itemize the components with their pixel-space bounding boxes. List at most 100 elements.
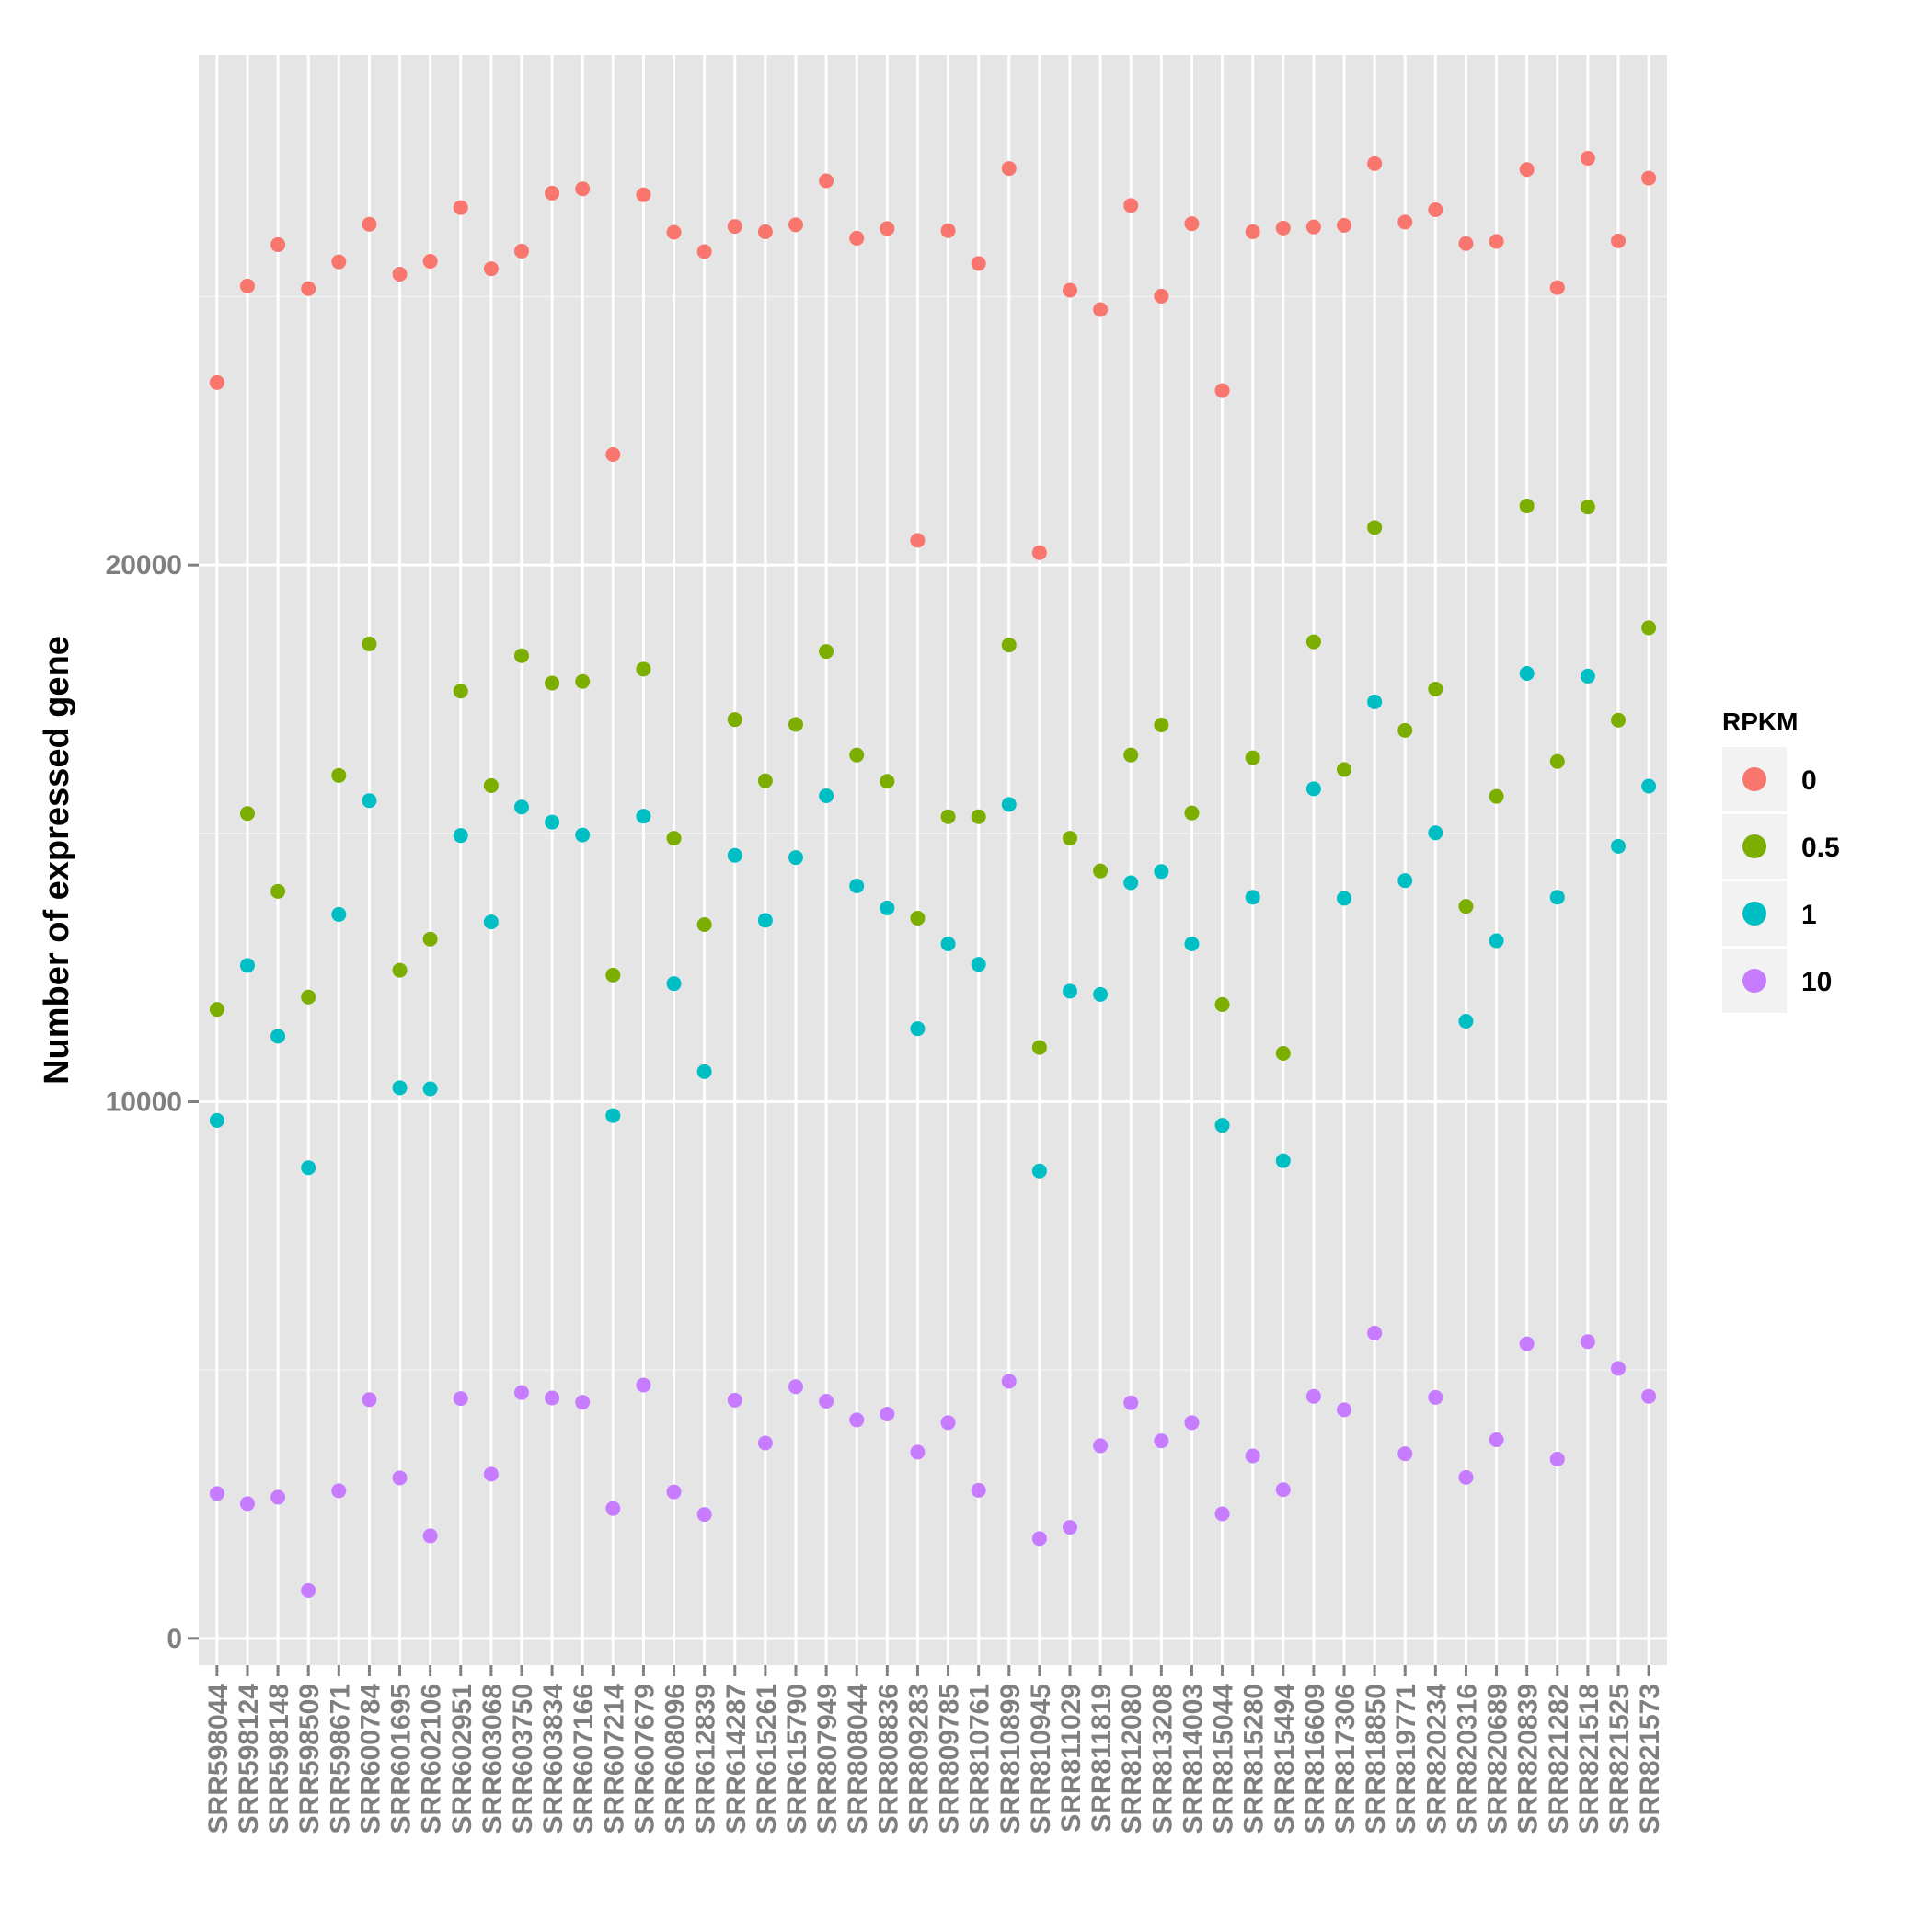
data-point [1397, 214, 1413, 230]
data-point [575, 1395, 591, 1410]
data-point [666, 1484, 682, 1500]
x-tick-label: SRR615790 [782, 1684, 812, 1834]
data-point [819, 173, 834, 189]
data-point [971, 1482, 986, 1498]
data-point [331, 906, 347, 922]
data-point [788, 217, 803, 233]
x-tick-label: SRR601695 [386, 1684, 417, 1834]
data-point [422, 1528, 438, 1544]
data-point [1428, 681, 1443, 696]
data-point [513, 648, 529, 663]
data-point [727, 712, 742, 728]
data-point [513, 243, 529, 259]
data-point [545, 814, 560, 830]
x-tick-label: SRR603750 [508, 1684, 538, 1834]
x-tick-label: SRR820839 [1513, 1684, 1544, 1834]
data-point [1093, 986, 1109, 1002]
legend-marker [1742, 767, 1766, 791]
data-point [1001, 1374, 1017, 1389]
data-point [392, 1470, 408, 1486]
data-point [1611, 1361, 1627, 1376]
y-tick-label: 0 [167, 1624, 182, 1654]
data-point [1093, 302, 1109, 317]
data-point [1184, 216, 1200, 232]
data-point [1397, 722, 1413, 738]
data-point [1611, 233, 1627, 248]
minor-gridlines [199, 295, 1667, 1371]
data-point [362, 636, 377, 651]
x-tick-label: SRR603834 [538, 1684, 569, 1834]
data-point [1611, 712, 1627, 728]
data-point [757, 913, 773, 928]
data-point [636, 809, 651, 824]
data-point [239, 806, 255, 822]
x-tick-label: SRR598124 [234, 1684, 264, 1834]
x-tick-label: SRR807949 [812, 1684, 843, 1834]
data-point [971, 809, 986, 824]
y-axis-title: Number of expressed gene [38, 636, 76, 1085]
data-point [880, 774, 895, 789]
data-point [1154, 718, 1169, 732]
x-tick-label: SRR615261 [752, 1684, 782, 1834]
data-point [1580, 668, 1595, 684]
x-tick-label: SRR598148 [264, 1684, 294, 1834]
data-point [422, 1081, 438, 1097]
x-tick-label: SRR821282 [1544, 1684, 1574, 1834]
data-point [1549, 753, 1565, 769]
data-point [1063, 282, 1078, 298]
data-point [1337, 217, 1352, 233]
data-point [209, 374, 224, 390]
x-tick-label: SRR821525 [1604, 1684, 1635, 1834]
data-point [270, 883, 286, 899]
data-point [301, 1160, 316, 1176]
data-point [666, 976, 682, 992]
data-point [971, 957, 986, 972]
x-tick-label: SRR815044 [1209, 1684, 1239, 1834]
data-point [880, 221, 895, 236]
data-point [1184, 805, 1200, 821]
data-point [301, 989, 316, 1005]
data-point [696, 917, 712, 932]
data-point [1641, 620, 1657, 636]
data-point [1001, 161, 1017, 177]
data-point [331, 1483, 347, 1499]
data-point [819, 1394, 834, 1409]
data-point [849, 1412, 865, 1428]
data-point [788, 717, 803, 732]
data-point [727, 847, 742, 863]
data-point [1031, 1163, 1047, 1179]
data-point [1549, 280, 1565, 295]
data-point [696, 244, 712, 259]
x-tick-label: SRR821573 [1635, 1684, 1665, 1834]
data-point [1337, 762, 1352, 777]
data-point [1489, 788, 1504, 804]
data-point [1123, 747, 1139, 763]
data-point [696, 1064, 712, 1079]
data-point [605, 447, 621, 462]
data-point [545, 185, 560, 201]
data-point [1519, 162, 1535, 178]
data-point [545, 675, 560, 691]
data-point [270, 236, 286, 252]
data-point [483, 1466, 499, 1482]
data-point [1367, 155, 1383, 171]
data-point [1305, 634, 1321, 650]
data-point [1458, 1014, 1474, 1029]
data-point [453, 828, 468, 844]
data-point [453, 1391, 468, 1407]
x-tick-label: SRR810899 [995, 1684, 1026, 1834]
x-tick-label: SRR819771 [1391, 1684, 1421, 1834]
data-point [1154, 288, 1169, 304]
data-point [1184, 1415, 1200, 1431]
data-point [727, 219, 742, 235]
x-tick-label: SRR816609 [1300, 1684, 1330, 1834]
data-point [849, 747, 865, 763]
data-point [575, 827, 591, 843]
data-point [1184, 937, 1200, 951]
data-point [1428, 1389, 1443, 1405]
x-tick-label: SRR821518 [1574, 1684, 1604, 1834]
x-tick-label: SRR809283 [903, 1684, 934, 1834]
x-tick-label: SRR808836 [873, 1684, 903, 1834]
x-tick-label: SRR602951 [447, 1684, 477, 1834]
data-point [362, 1392, 377, 1408]
